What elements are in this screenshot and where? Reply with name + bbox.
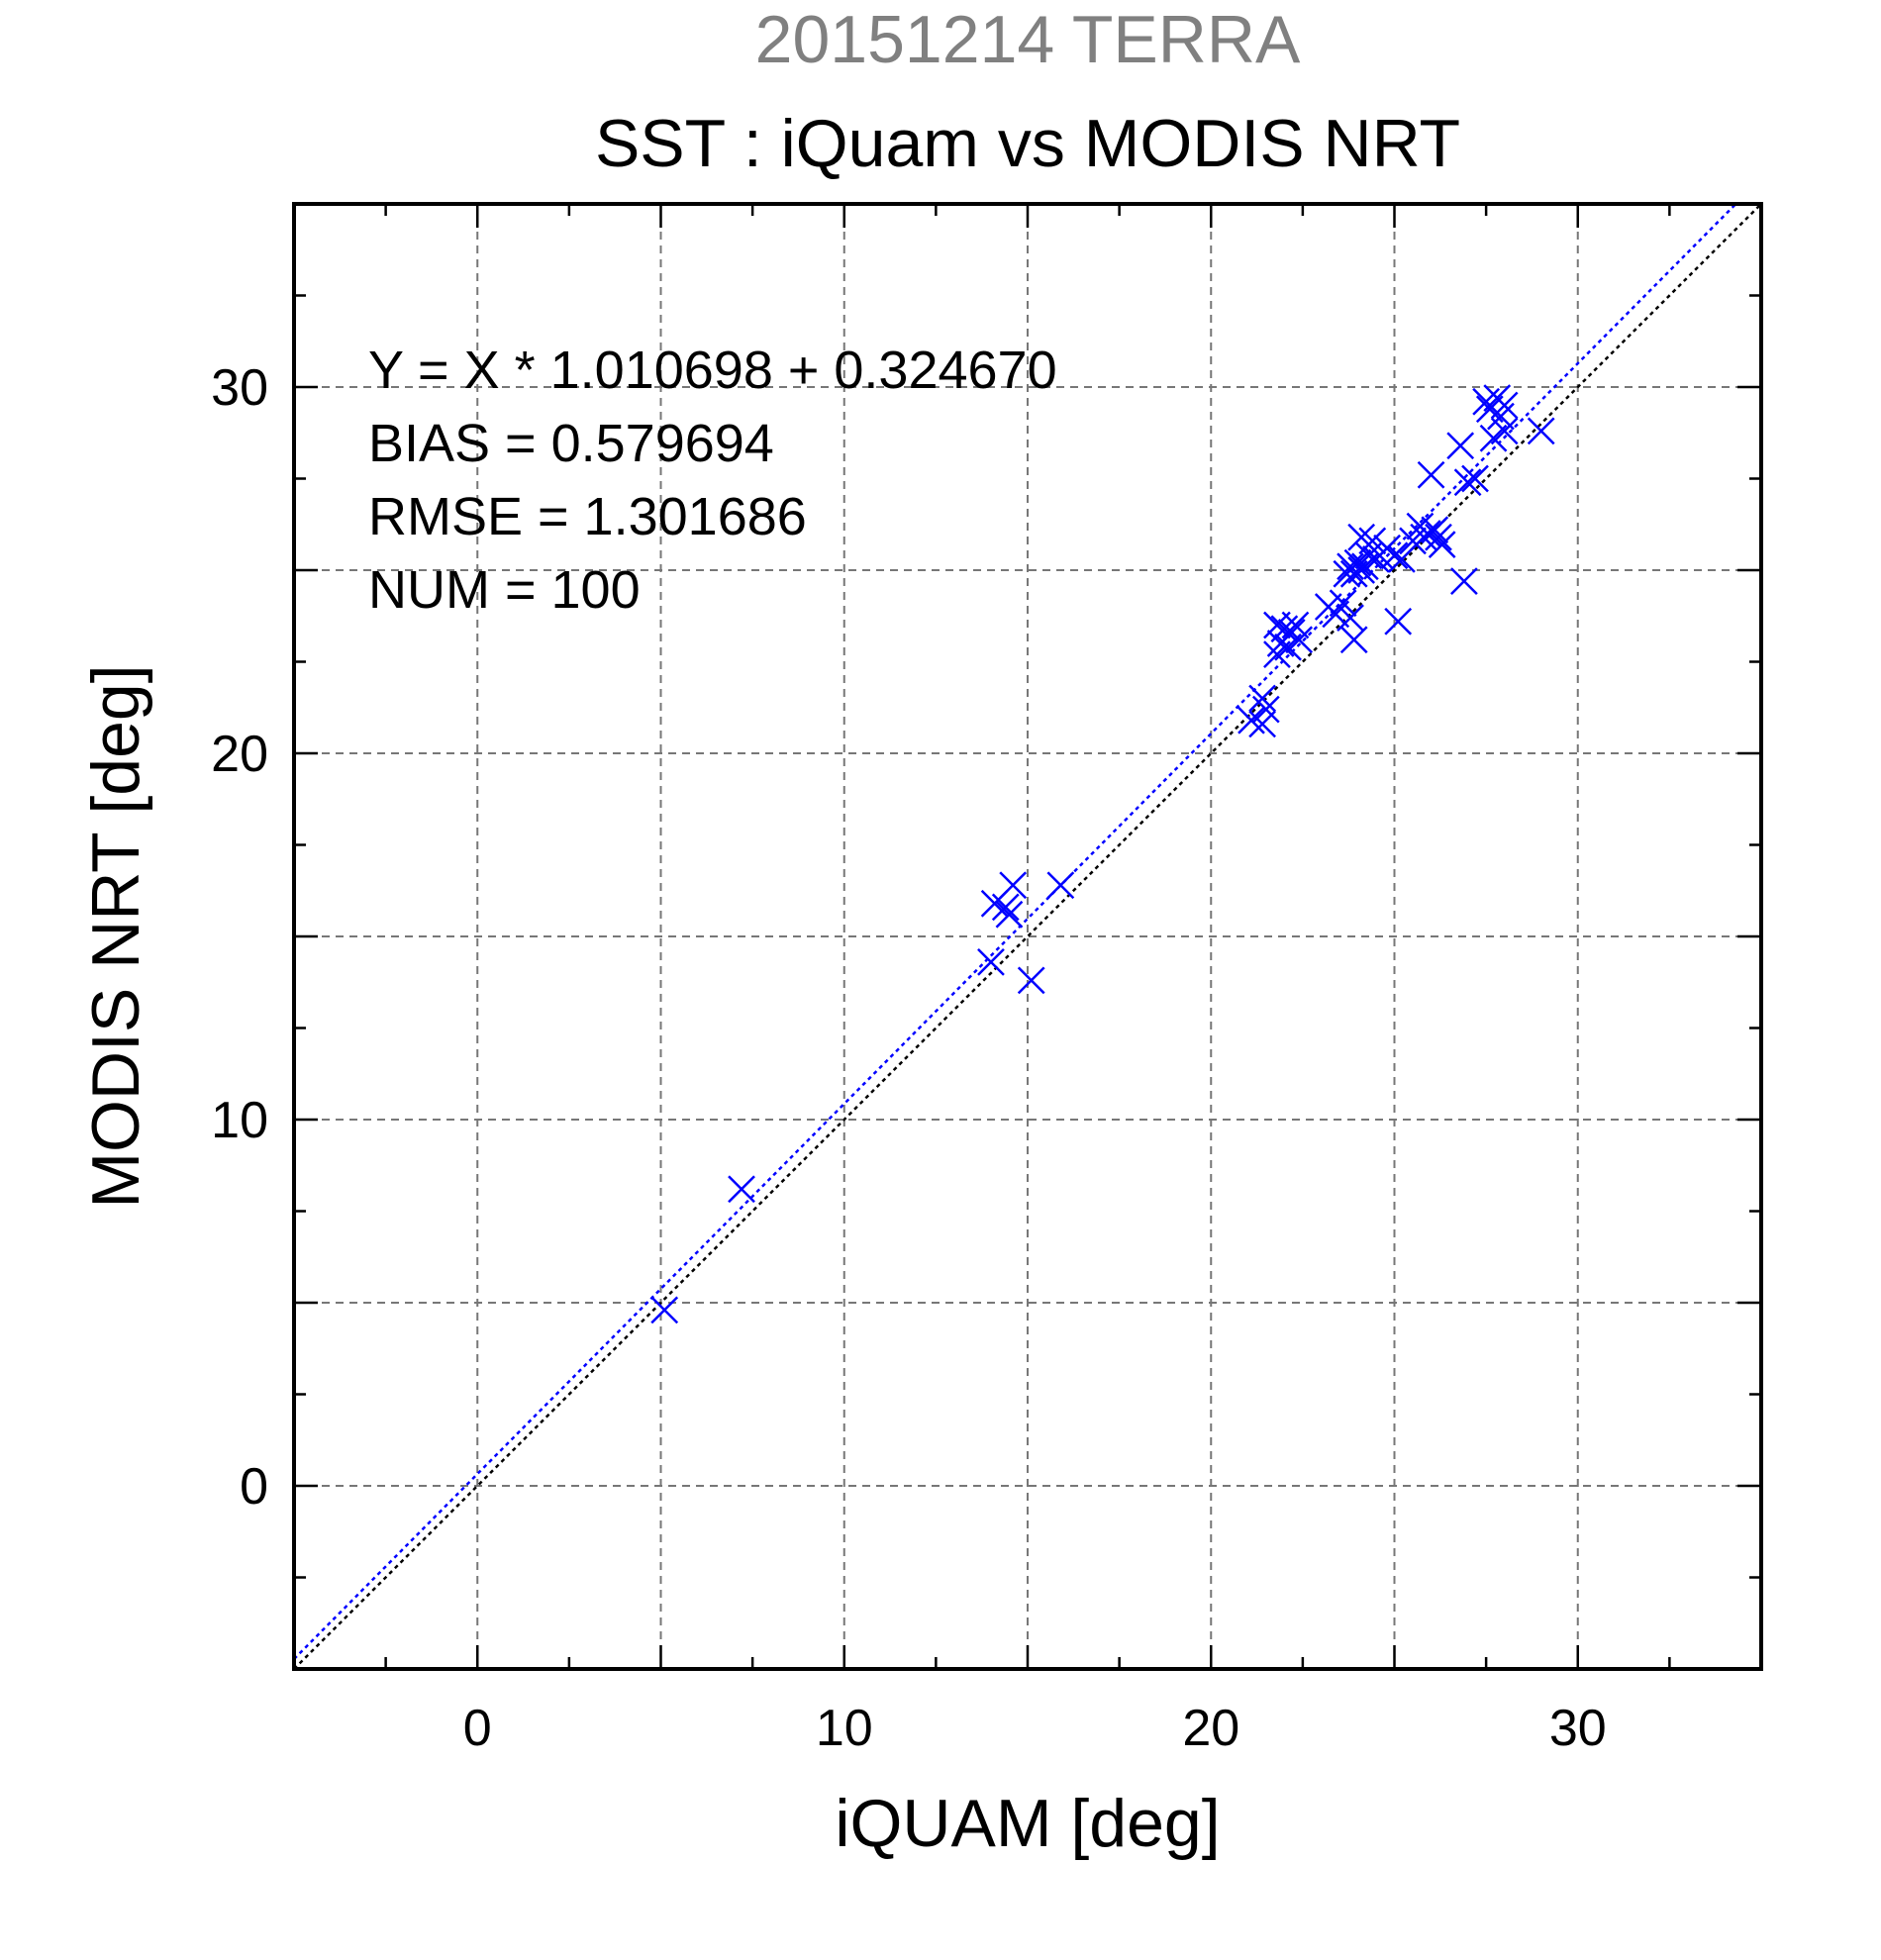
fit-line bbox=[294, 204, 1738, 1660]
data-point bbox=[1461, 464, 1489, 493]
x-tick-label: 20 bbox=[1182, 1700, 1239, 1757]
data-point bbox=[650, 1296, 679, 1324]
chart-supertitle: 20151214 TERRA bbox=[755, 2, 1301, 77]
data-point bbox=[1248, 710, 1277, 738]
data-point bbox=[1380, 541, 1409, 570]
identity-line bbox=[294, 204, 1761, 1669]
data-point bbox=[1336, 552, 1364, 581]
x-tick-labels: 0 10 20 30 bbox=[463, 1700, 1607, 1757]
data-point bbox=[1421, 516, 1449, 544]
stats-line: Y = X * 1.010698 + 0.324670 bbox=[368, 341, 1057, 400]
y-tick-labels: 0 10 20 30 bbox=[211, 359, 268, 1516]
data-point bbox=[1425, 523, 1452, 551]
data-point bbox=[995, 900, 1024, 929]
data-point bbox=[1399, 527, 1427, 555]
stats-line: NUM = 100 bbox=[368, 560, 641, 620]
data-point bbox=[1417, 460, 1445, 489]
data-point bbox=[1413, 520, 1441, 547]
data-point bbox=[1527, 417, 1555, 445]
data-point bbox=[1285, 626, 1314, 654]
data-point bbox=[1490, 417, 1519, 445]
y-tick-label: 10 bbox=[211, 1092, 268, 1149]
data-point bbox=[1339, 626, 1368, 654]
data-point bbox=[1358, 527, 1387, 555]
chart-title: SST : iQuam vs MODIS NRT bbox=[595, 106, 1460, 181]
x-tick-label: 30 bbox=[1549, 1700, 1607, 1757]
y-axis-label: MODIS NRT [deg] bbox=[78, 664, 153, 1208]
data-points bbox=[650, 384, 1555, 1324]
data-point bbox=[1270, 615, 1299, 643]
x-tick-label: 0 bbox=[463, 1700, 492, 1757]
data-point bbox=[1329, 589, 1357, 618]
reference-lines bbox=[294, 204, 1761, 1669]
data-point bbox=[1453, 468, 1482, 497]
stats-line: BIAS = 0.579694 bbox=[368, 414, 774, 473]
data-point bbox=[1388, 545, 1416, 573]
y-tick-label: 0 bbox=[240, 1458, 268, 1516]
stats-annotation: Y = X * 1.010698 + 0.324670 BIAS = 0.5796… bbox=[368, 341, 1057, 620]
data-point bbox=[1017, 966, 1045, 995]
x-tick-label: 10 bbox=[816, 1700, 873, 1757]
y-tick-label: 20 bbox=[211, 726, 268, 783]
data-point bbox=[991, 893, 1020, 922]
data-point bbox=[1446, 432, 1475, 460]
y-tick-label: 30 bbox=[211, 359, 268, 417]
data-point bbox=[1238, 706, 1265, 735]
stats-line: RMSE = 1.301686 bbox=[368, 487, 807, 546]
data-point bbox=[1046, 871, 1075, 900]
data-point bbox=[1428, 531, 1456, 558]
data-point bbox=[1248, 684, 1277, 713]
data-point bbox=[977, 948, 1005, 976]
x-axis-label: iQUAM [deg] bbox=[835, 1786, 1220, 1861]
grid-lines bbox=[294, 204, 1761, 1669]
data-point bbox=[1384, 607, 1413, 636]
data-point bbox=[999, 871, 1028, 900]
data-point bbox=[1450, 567, 1478, 595]
data-point bbox=[1490, 391, 1519, 420]
data-point bbox=[728, 1175, 755, 1204]
plot-frame bbox=[292, 202, 1763, 1671]
data-point bbox=[1263, 611, 1291, 639]
